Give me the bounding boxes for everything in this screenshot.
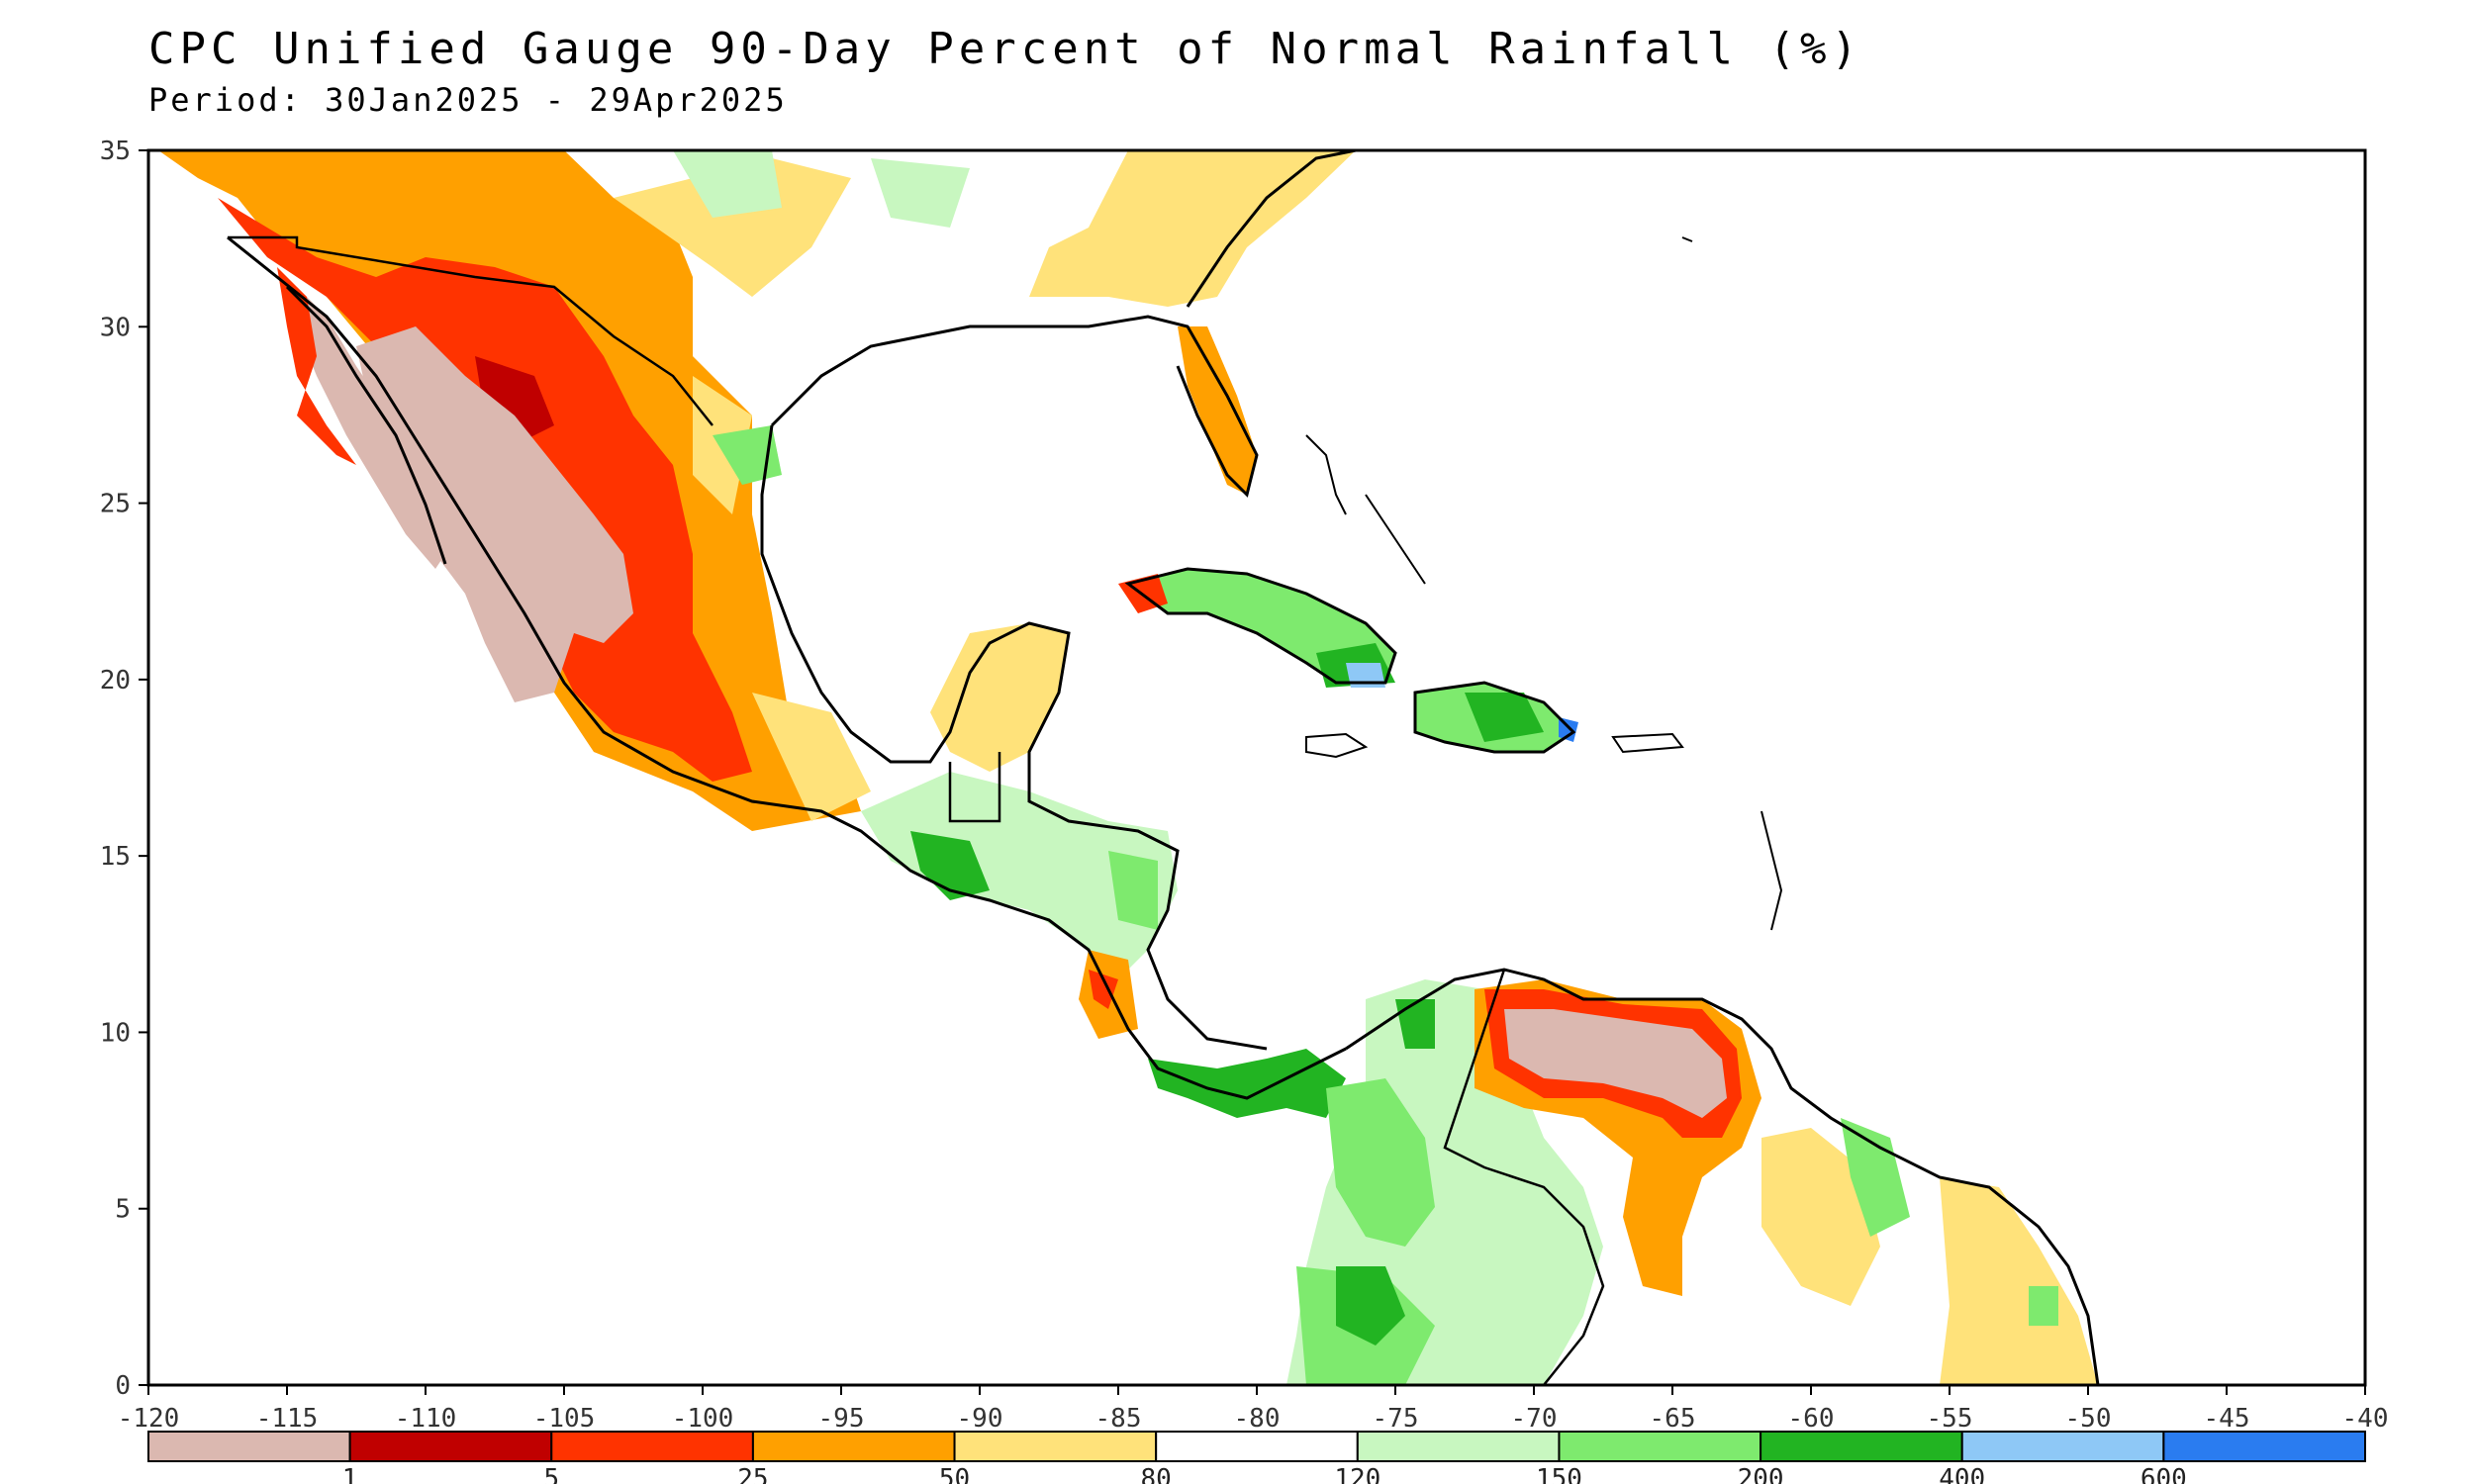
legend-label: 50 xyxy=(939,1464,970,1484)
lon-tick-label: -100 xyxy=(672,1404,734,1434)
yucatan xyxy=(930,623,1069,772)
small-islands xyxy=(1305,236,1783,931)
legend-swatch xyxy=(550,1431,754,1462)
legend-label: 80 xyxy=(1141,1464,1172,1484)
legend-label: 400 xyxy=(1939,1464,1985,1484)
legend-swatch xyxy=(147,1431,351,1462)
legend-label: 120 xyxy=(1334,1464,1380,1484)
lon-tick-label: -70 xyxy=(1511,1404,1558,1434)
lat-tick-label: 5 xyxy=(115,1195,131,1225)
lon-tick-label: -80 xyxy=(1234,1404,1281,1434)
lon-tick-label: -50 xyxy=(2065,1404,2112,1434)
latitude-axis: 0 5 10 15 20 25 30 35 xyxy=(100,137,148,1401)
colombia-very-wet xyxy=(1336,999,1435,1345)
lat-tick-label: 35 xyxy=(100,137,131,166)
baja-california xyxy=(297,287,445,569)
lat-tick-label: 30 xyxy=(100,313,131,342)
lat-tick-label: 10 xyxy=(100,1018,131,1048)
puerto-rico xyxy=(1611,732,1684,754)
mexico-driest-core xyxy=(356,326,633,702)
legend-swatch xyxy=(1760,1431,1963,1462)
lon-tick-label: -105 xyxy=(533,1404,596,1434)
lon-tick-label: -65 xyxy=(1650,1404,1696,1434)
hispaniola-wet xyxy=(1465,693,1544,742)
lat-tick-label: 0 xyxy=(115,1371,131,1401)
guianas-yellow xyxy=(1761,1128,2098,1385)
legend-swatch xyxy=(751,1431,956,1462)
legend-swatch xyxy=(1558,1431,1762,1462)
lon-tick-label: -85 xyxy=(1095,1404,1142,1434)
baja-red-edge xyxy=(277,267,356,465)
lon-tick-label: -75 xyxy=(1373,1404,1419,1434)
venezuela-driest-core xyxy=(1504,1009,1727,1118)
guianas-green xyxy=(1841,1118,2058,1326)
legend-swatch xyxy=(953,1431,1158,1462)
lon-tick-label: -110 xyxy=(395,1404,457,1434)
lon-tick-label: -120 xyxy=(118,1404,180,1434)
legend-swatch xyxy=(2162,1431,2366,1462)
us-south-green xyxy=(673,150,970,228)
legend-label: 150 xyxy=(1536,1464,1582,1484)
legend-label: 25 xyxy=(737,1464,768,1484)
map-area xyxy=(146,148,2367,1387)
panama-green xyxy=(1148,1049,1346,1118)
map-title: CPC Unified Gauge 90-Day Percent of Norm… xyxy=(148,24,1862,74)
lat-tick-label: 25 xyxy=(100,490,131,519)
lat-tick-label: 15 xyxy=(100,842,131,872)
lat-tick-label: 20 xyxy=(100,666,131,696)
lon-tick-label: -40 xyxy=(2342,1404,2389,1434)
legend-swatch xyxy=(348,1431,553,1462)
legend-swatch xyxy=(1155,1431,1359,1462)
florida-peninsula xyxy=(1178,326,1257,495)
legend-label: 1 xyxy=(342,1464,358,1484)
costa-rica-red xyxy=(1089,970,1118,1009)
legend-label: 200 xyxy=(1738,1464,1784,1484)
lon-tick-label: -95 xyxy=(818,1404,865,1434)
jamaica xyxy=(1305,732,1369,759)
lon-tick-label: -115 xyxy=(256,1404,319,1434)
florida-dry xyxy=(1029,150,1356,307)
legend-swatch xyxy=(1356,1431,1561,1462)
legend-label: 5 xyxy=(543,1464,559,1484)
guatemala-green xyxy=(910,831,990,900)
lon-tick-label: -90 xyxy=(957,1404,1003,1434)
longitude-axis: -120 -115 -110 -105 -100 -95 -90 -85 -80 -75 -70 -6… xyxy=(118,1385,2389,1434)
country-borders xyxy=(228,235,1605,1386)
lon-tick-label: -45 xyxy=(2204,1404,2250,1434)
color-legend: 1 5 25 50 80 120 150 200 400 600 xyxy=(147,1431,2366,1484)
lon-tick-label: -55 xyxy=(1927,1404,1973,1434)
legend-label: 600 xyxy=(2141,1464,2187,1484)
legend-swatch xyxy=(1960,1431,2165,1462)
map-period: Period: 30Jan2025 - 29Apr2025 xyxy=(148,81,788,119)
honduras-green xyxy=(1108,851,1158,930)
mexico-yellow-fringe xyxy=(614,158,871,821)
lon-tick-label: -60 xyxy=(1788,1404,1835,1434)
